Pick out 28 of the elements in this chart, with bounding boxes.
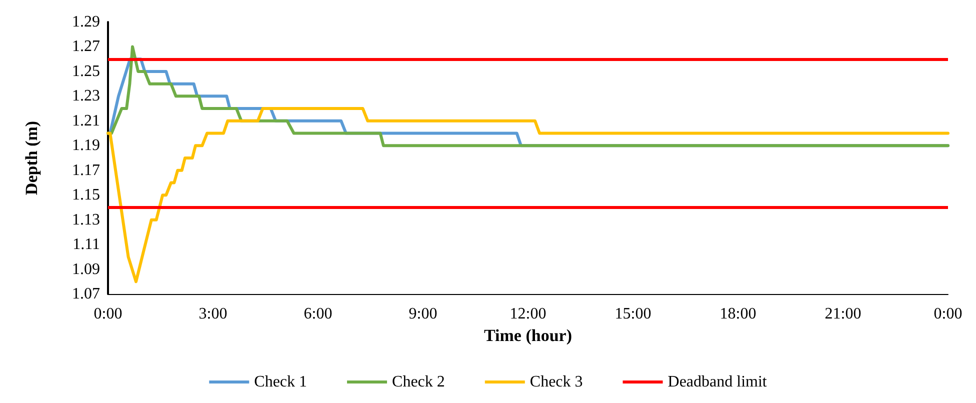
x-axis-title: Time (hour) (484, 326, 572, 345)
legend-label: Check 1 (254, 374, 308, 390)
y-tick-label: 1.23 (72, 88, 100, 105)
x-tick-label: 15:00 (614, 306, 652, 322)
x-tick-label: 3:00 (198, 306, 228, 322)
x-tick-label: 6:00 (304, 306, 332, 322)
y-tick-label: 1.09 (72, 260, 100, 278)
legend-label: Check 2 (392, 374, 445, 390)
y-tick-label: 1.13 (72, 211, 100, 228)
y-tick-label: 1.29 (72, 14, 100, 30)
x-tick-label: 21:00 (824, 306, 862, 322)
legend-label: Deadband limit (668, 374, 768, 390)
x-tick-label: 9:00 (408, 306, 438, 322)
legend-label: Check 3 (530, 374, 583, 390)
y-tick-label: 1.25 (72, 62, 100, 80)
x-tick-label: 12:00 (510, 306, 546, 322)
y-tick-label: 1.15 (72, 186, 100, 204)
y-tick-label: 1.17 (72, 162, 100, 179)
x-tick-label: 0:00 (94, 306, 122, 322)
x-tick-label: 0:00 (934, 306, 962, 322)
y-tick-label: 1.21 (72, 112, 100, 130)
y-tick-label: 1.19 (72, 137, 100, 154)
y-tick-label: 1.11 (72, 236, 100, 254)
y-tick-label: 1.27 (72, 38, 100, 56)
y-tick-label: 1.07 (72, 286, 100, 302)
line-series (106, 107, 950, 284)
y-axis-title: Depth (m) (22, 120, 41, 196)
x-tick-label: 18:00 (720, 306, 756, 322)
